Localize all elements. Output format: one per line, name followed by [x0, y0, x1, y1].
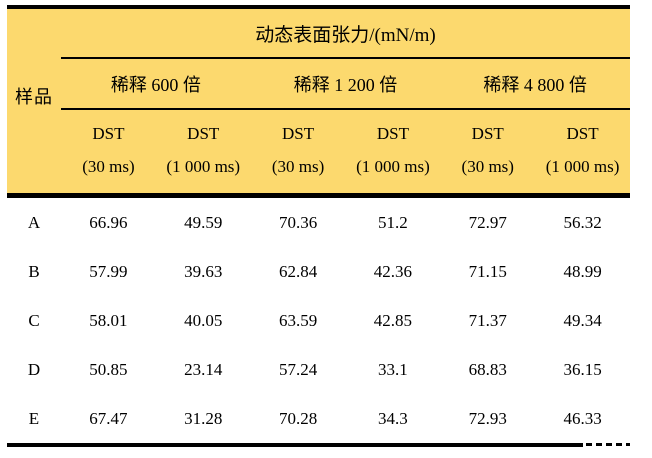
time-label: (1 000 ms) — [166, 156, 241, 176]
sample-cell: E — [28, 408, 40, 428]
value-cell: 72.97 — [468, 212, 507, 232]
value-cell: 57.99 — [89, 261, 128, 281]
value-cell: 67.47 — [89, 408, 128, 428]
subheader-cell: DST (1 000 ms) — [535, 110, 630, 193]
header-rule-under-title — [61, 57, 630, 59]
subheader-cell: DST (30 ms) — [61, 110, 156, 193]
time-label: (1 000 ms) — [545, 156, 620, 176]
value-cell: 72.93 — [468, 408, 507, 428]
value-cell: 33.1 — [378, 359, 408, 379]
time-label: (1 000 ms) — [356, 156, 430, 176]
value-cell: 51.2 — [378, 212, 408, 232]
value-cell: 42.85 — [373, 310, 413, 330]
value-cell: 36.15 — [563, 359, 602, 379]
bottom-rule-scan-dashes — [586, 443, 630, 446]
value-cell: 42.36 — [373, 261, 413, 281]
value-cell: 70.36 — [278, 212, 318, 232]
subheader-cell: DST (1 000 ms) — [156, 110, 251, 193]
group-header-row: 稀释 600 倍 稀释 1 200 倍 稀释 4 800 倍 — [61, 59, 630, 108]
value-cell: 71.15 — [468, 261, 507, 281]
sample-cell: C — [28, 310, 40, 330]
dst-label: DST — [282, 124, 315, 144]
group-header-dilution-600: 稀释 600 倍 — [110, 74, 201, 95]
value-cell: 56.32 — [563, 212, 602, 232]
value-cell: 57.24 — [278, 359, 318, 379]
corner-header-cell: 样品 — [15, 87, 53, 107]
value-cell: 70.28 — [278, 408, 318, 428]
sample-cell: A — [27, 212, 41, 232]
table-body: A 66.96 49.59 70.36 51.2 72.97 56.32 B 5… — [7, 198, 630, 443]
value-cell: 66.96 — [89, 212, 128, 232]
group-header-dilution-4800: 稀释 4 800 倍 — [483, 74, 587, 95]
value-cell: 46.33 — [563, 408, 602, 428]
value-cell: 71.37 — [468, 310, 507, 330]
table-top-rule — [7, 5, 630, 9]
table-row: E 67.47 31.28 70.28 34.3 72.93 46.33 — [7, 394, 630, 443]
table-row: A 66.96 49.59 70.36 51.2 72.97 56.32 — [7, 198, 630, 247]
value-cell: 68.83 — [468, 359, 507, 379]
value-cell: 62.84 — [278, 261, 318, 281]
value-cell: 58.01 — [89, 310, 128, 330]
dst-label: DST — [471, 124, 504, 144]
table-row: B 57.99 39.63 62.84 42.36 71.15 48.99 — [7, 247, 630, 296]
header-rule-under-groups — [61, 108, 630, 110]
value-cell: 63.59 — [278, 310, 318, 330]
time-label: (30 ms) — [271, 156, 325, 176]
value-cell: 50.85 — [89, 359, 128, 379]
value-cell: 48.99 — [563, 261, 602, 281]
header-right-block: 动态表面张力/(mN/m) 稀释 600 倍 稀释 1 200 倍 稀释 4 8… — [61, 9, 630, 193]
group-header-dilution-1200: 稀释 1 200 倍 — [293, 74, 398, 95]
value-cell: 49.59 — [184, 212, 223, 232]
dst-label: DST — [187, 124, 220, 144]
subheader-row: DST (30 ms) DST (1 000 ms) DST (30 ms) D… — [61, 110, 630, 193]
table-header: 样品 动态表面张力/(mN/m) 稀释 600 倍 稀释 1 200 倍 稀释 … — [7, 9, 630, 193]
value-cell: 39.63 — [184, 261, 223, 281]
value-cell: 40.05 — [184, 310, 223, 330]
value-cell: 31.28 — [184, 408, 223, 428]
dst-label: DST — [92, 124, 125, 144]
subheader-cell: DST (30 ms) — [251, 110, 346, 193]
header-body-divider — [7, 193, 630, 198]
bottom-rule-solid — [7, 443, 583, 447]
value-cell: 49.34 — [563, 310, 602, 330]
table-bottom-rule — [7, 443, 630, 447]
main-header-cell: 动态表面张力/(mN/m) — [255, 24, 436, 46]
time-label: (30 ms) — [461, 156, 514, 176]
value-cell: 34.3 — [378, 408, 408, 428]
value-cell: 23.14 — [184, 359, 223, 379]
dst-label: DST — [566, 124, 599, 144]
sample-cell: B — [28, 261, 40, 281]
table-row: C 58.01 40.05 63.59 42.85 71.37 49.34 — [7, 296, 630, 345]
subheader-cell: DST (1 000 ms) — [346, 110, 441, 193]
paper-table: 样品 动态表面张力/(mN/m) 稀释 600 倍 稀释 1 200 倍 稀释 … — [7, 5, 630, 447]
time-label: (30 ms) — [82, 156, 135, 176]
table-row: D 50.85 23.14 57.24 33.1 68.83 36.15 — [7, 345, 630, 394]
subheader-cell: DST (30 ms) — [440, 110, 535, 193]
sample-cell: D — [27, 359, 41, 379]
dst-label: DST — [376, 124, 409, 144]
